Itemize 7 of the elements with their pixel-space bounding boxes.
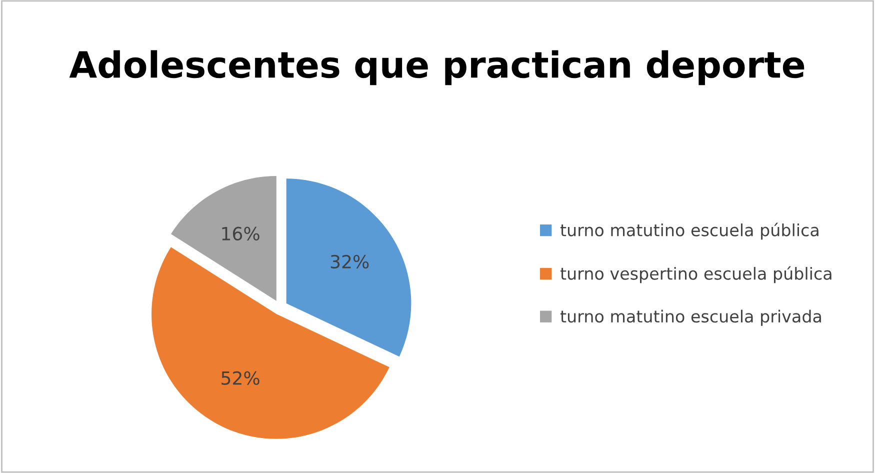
data-label: 52% xyxy=(222,371,260,385)
chart-title: Adolescentes que practican deporte xyxy=(69,50,804,86)
legend-label: turno matutino escuela pública xyxy=(560,222,818,240)
legend-label: turno matutino escuela privada xyxy=(560,310,821,326)
data-label: 32% xyxy=(330,254,369,269)
legend-label: turno vespertino escuela pública xyxy=(560,266,832,284)
data-label: 16% xyxy=(222,226,260,240)
